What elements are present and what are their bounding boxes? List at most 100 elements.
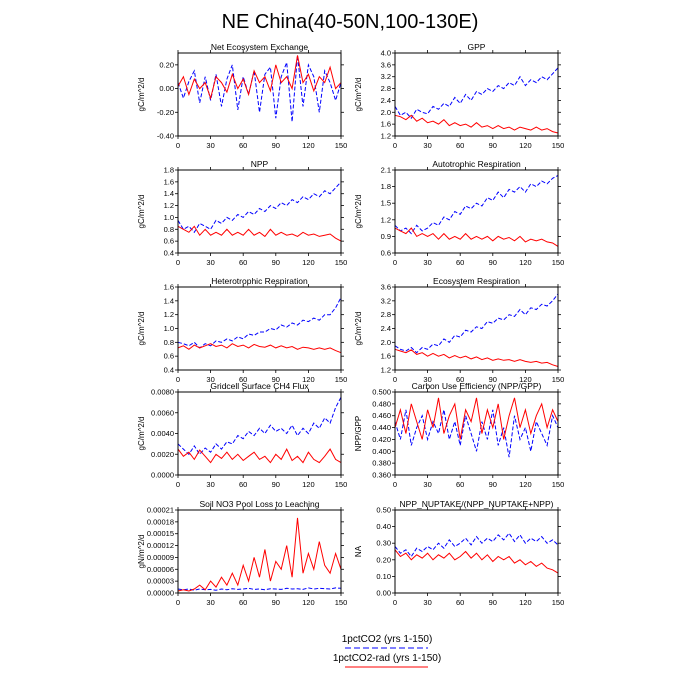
plot-frame [177, 169, 342, 254]
panel-10: NPP_NUPTAKE/(NPP_NUPTAKE+NPP) 0 30 60 90 120 1… [354, 499, 564, 607]
y-tick-label: 2.4 [381, 96, 391, 105]
x-tick-label: 90 [489, 375, 497, 384]
y-tick-label: -0.20 [157, 108, 174, 117]
plot-frame [177, 509, 342, 594]
panel-title: Autotrophic Respiration [432, 159, 521, 169]
y-tick-label: 0.00003 [147, 577, 174, 586]
series-line-1pctco2 [177, 297, 342, 349]
x-tick-label: 30 [206, 141, 214, 150]
series-line-1pctco2 [177, 587, 342, 591]
panel-3: NPP 0 30 60 90 120 150 0.4 0.6 0.8 1.0 1.2 1.4 1.6 1.8… [137, 159, 347, 267]
figure-title: NE China(40-50N,100-130E) [222, 11, 479, 33]
panel-title: NPP_NUPTAKE/(NPP_NUPTAKE+NPP) [400, 499, 554, 509]
y-tick-label: 0.00000 [147, 589, 174, 598]
y-tick-label: 1.2 [381, 366, 391, 375]
x-tick-label: 90 [272, 480, 280, 489]
x-tick-label: 30 [423, 375, 431, 384]
y-tick-label: 0.8 [164, 225, 174, 234]
series-line-1pctco2 [394, 532, 559, 558]
x-tick-label: 150 [335, 480, 348, 489]
y-axis-label: gC/m^2/d [354, 78, 363, 112]
x-tick-label: 30 [206, 598, 214, 607]
y-tick-label: 0.20 [376, 555, 391, 564]
x-tick-label: 60 [239, 375, 247, 384]
panel-title: Soil NO3 Pool Loss to Leaching [199, 499, 319, 509]
y-tick-label: 1.6 [164, 283, 174, 292]
y-axis-label: gC/m^2/d [354, 312, 363, 346]
y-tick-label: 1.0 [164, 213, 174, 222]
panel-title: Net Ecosystem Exchange [211, 42, 309, 52]
plot-frame [177, 52, 342, 137]
y-tick-label: 0.00021 [147, 506, 174, 515]
x-tick-label: 120 [519, 141, 532, 150]
y-axis-label: gC/m^2/d [137, 312, 146, 346]
x-tick-label: 120 [519, 258, 532, 267]
y-tick-label: 0.00015 [147, 529, 174, 538]
x-tick-label: 0 [176, 375, 180, 384]
x-tick-label: 150 [552, 141, 565, 150]
x-tick-label: 60 [239, 141, 247, 150]
y-tick-label: 0.4 [164, 249, 174, 258]
y-tick-label: 3.6 [381, 283, 391, 292]
y-tick-label: 1.2 [381, 132, 391, 141]
y-tick-label: 1.8 [381, 182, 391, 191]
x-tick-label: 0 [176, 480, 180, 489]
x-tick-label: 0 [176, 598, 180, 607]
plot-frame [394, 52, 559, 137]
y-tick-label: 0.00018 [147, 517, 174, 526]
x-tick-label: 150 [335, 258, 348, 267]
y-tick-label: 0.6 [381, 249, 391, 258]
y-tick-label: 0.0080 [151, 388, 174, 397]
y-tick-label: 0.420 [372, 435, 391, 444]
x-tick-label: 120 [302, 598, 315, 607]
x-tick-label: 120 [302, 480, 315, 489]
x-tick-label: 60 [456, 141, 464, 150]
panels-grid: Net Ecosystem Exchange 0 30 60 90 120 150 -0.40… [137, 42, 564, 607]
y-tick-label: 0.9 [381, 232, 391, 241]
series-line-1pctco2-rad [394, 227, 559, 247]
x-tick-label: 30 [423, 258, 431, 267]
x-tick-label: 120 [519, 375, 532, 384]
panel-9: Soil NO3 Pool Loss to Leaching 0 30 60 90 120… [137, 499, 347, 607]
x-tick-label: 150 [552, 258, 565, 267]
x-tick-label: 0 [393, 480, 397, 489]
x-tick-label: 60 [456, 375, 464, 384]
series-line-1pctco2-rad [394, 114, 559, 134]
plot-frame [394, 286, 559, 371]
series-line-1pctco2-rad [394, 397, 559, 440]
y-tick-label: 0.460 [372, 411, 391, 420]
panel-title: GPP [468, 42, 486, 52]
y-tick-label: 0.6 [164, 237, 174, 246]
panel-title: Heterotrophic Respiration [211, 276, 308, 286]
x-tick-label: 30 [206, 480, 214, 489]
x-tick-label: 30 [206, 258, 214, 267]
plot-frame [394, 391, 559, 476]
panel-4: Autotrophic Respiration 0 30 60 90 120 150 0.6 0… [354, 159, 564, 267]
y-tick-label: 0.0020 [151, 450, 174, 459]
y-tick-label: 2.0 [381, 108, 391, 117]
legend: 1pctCO2 (yrs 1-150) 1pctCO2-rad (yrs 1-15… [333, 634, 441, 668]
y-axis-label: gN/m^2/d [137, 535, 146, 569]
y-tick-label: 1.2 [164, 201, 174, 210]
y-tick-label: 0.50 [376, 506, 391, 515]
y-tick-label: 0.00009 [147, 553, 174, 562]
y-tick-label: 1.0 [164, 324, 174, 333]
x-tick-label: 30 [423, 141, 431, 150]
x-tick-label: 0 [393, 375, 397, 384]
y-tick-label: 0.500 [372, 388, 391, 397]
y-tick-label: 0.4 [164, 366, 174, 375]
panel-6: Ecosystem Respiration 0 30 60 90 120 150 1.2 1.6… [354, 276, 564, 384]
panel-5: Heterotrophic Respiration 0 30 60 90 120 150 0.… [137, 276, 347, 384]
x-tick-label: 120 [519, 598, 532, 607]
y-tick-label: 0.30 [376, 539, 391, 548]
x-tick-label: 90 [489, 141, 497, 150]
y-tick-label: 0.10 [376, 572, 391, 581]
y-tick-label: 0.440 [372, 423, 391, 432]
x-tick-label: 0 [176, 141, 180, 150]
x-tick-label: 150 [552, 598, 565, 607]
x-tick-label: 60 [456, 258, 464, 267]
y-tick-label: 2.8 [381, 310, 391, 319]
y-tick-label: 0.480 [372, 399, 391, 408]
series-line-1pctco2 [394, 67, 559, 120]
